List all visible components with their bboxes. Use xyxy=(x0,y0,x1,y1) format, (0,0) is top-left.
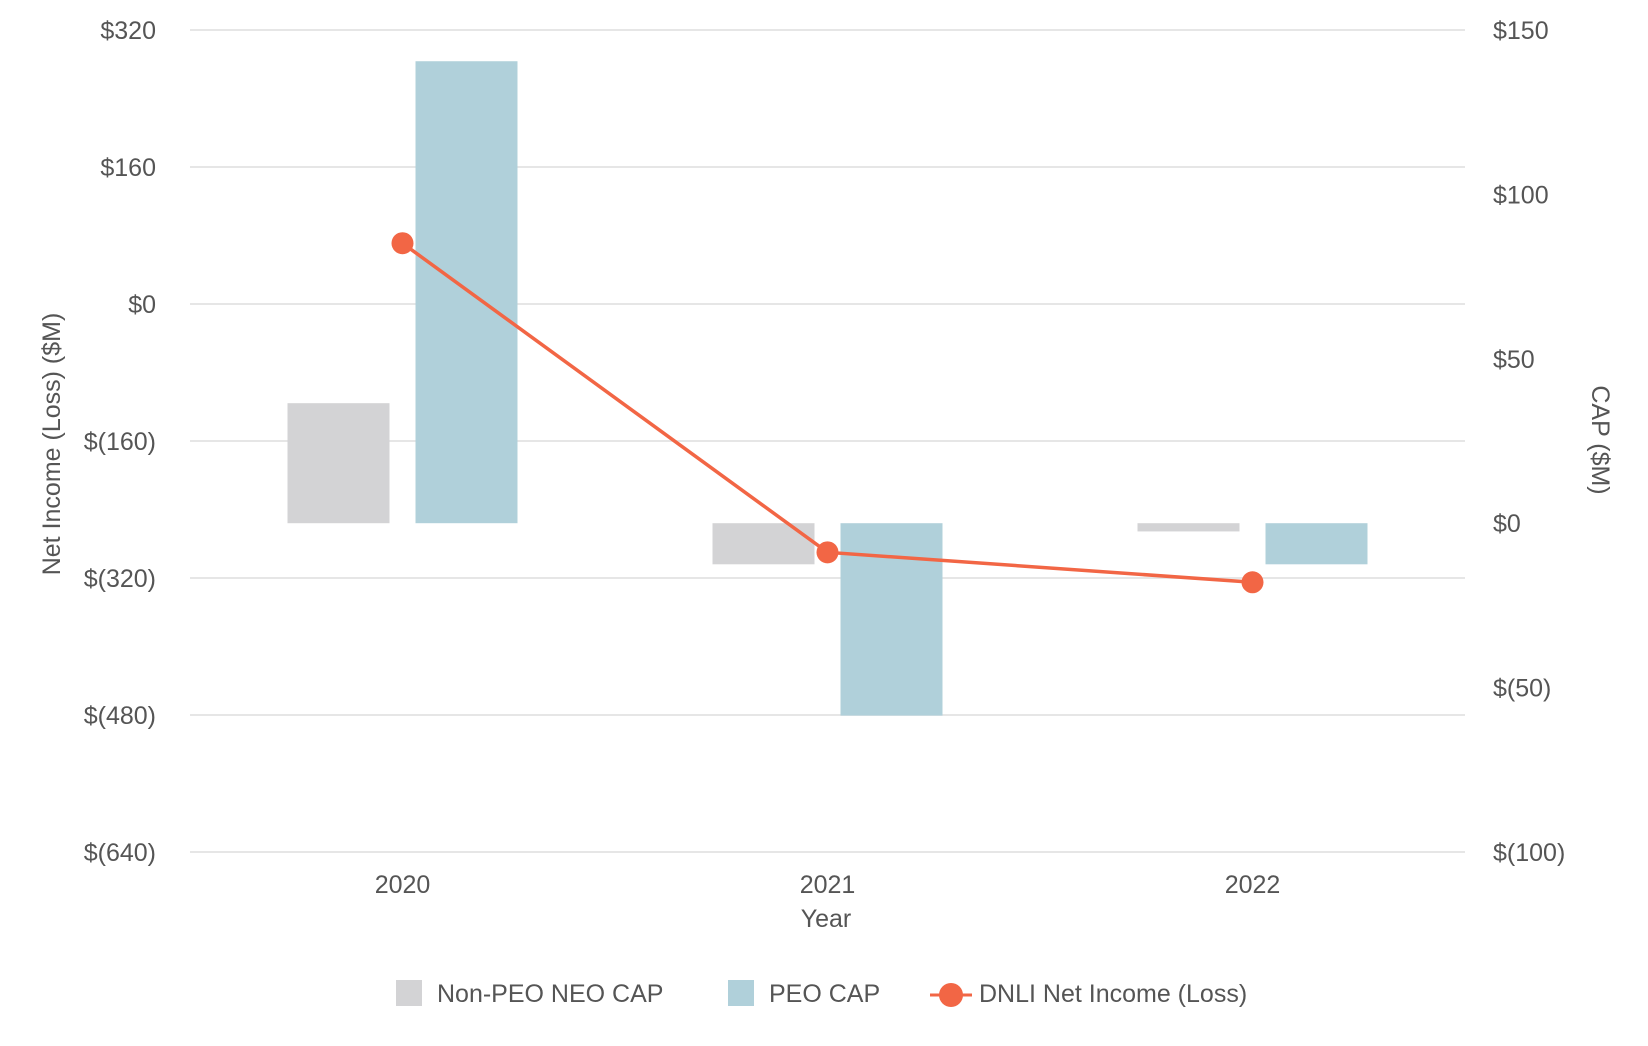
legend-item-peo-cap[interactable]: PEO CAP xyxy=(728,980,880,1008)
y-left-tick-label: $160 xyxy=(100,154,156,182)
x-axis-title: Year xyxy=(801,905,852,933)
x-tick-label: 2022 xyxy=(1225,871,1281,899)
y-axis-right-title: CAP ($M) xyxy=(1586,385,1614,494)
legend-item-dnli-net-income[interactable]: DNLI Net Income (Loss) xyxy=(930,980,1247,1008)
legend: Non-PEO NEO CAP PEO CAP DNLI Net Income … xyxy=(396,980,1247,1008)
y-left-tick-label: $(640) xyxy=(84,839,156,867)
x-axis-ticks: 2020 2021 2022 xyxy=(375,871,1281,899)
y-left-tick-label: $(480) xyxy=(84,702,156,730)
line-dnli-net-income xyxy=(401,241,1253,585)
point-dnli-net-income-2022[interactable] xyxy=(1241,571,1264,594)
y-right-tick-label: $(100) xyxy=(1493,839,1565,867)
y-left-tick-label: $(160) xyxy=(84,428,156,456)
left-axis-ticks: $320 $160 $0 $(160) $(320) $(480) $(640) xyxy=(84,17,156,867)
point-dnli-net-income-2020[interactable] xyxy=(391,232,414,255)
right-axis-ticks: $150 $100 $50 $0 $(50) $(100) xyxy=(1493,17,1565,867)
legend-item-non-peo-neo-cap[interactable]: Non-PEO NEO CAP xyxy=(396,980,663,1008)
legend-label-peo-cap: PEO CAP xyxy=(769,980,880,1008)
x-tick-label: 2020 xyxy=(375,871,431,899)
y-left-tick-label: $320 xyxy=(100,17,156,45)
bar-layer xyxy=(287,61,1368,716)
y-right-tick-label: $100 xyxy=(1493,181,1549,209)
bar-peo-cap-2021[interactable] xyxy=(840,523,943,716)
line-layer xyxy=(391,232,1264,594)
bar-peo-cap-2022[interactable] xyxy=(1265,523,1368,565)
legend-swatch-peo-cap xyxy=(728,980,754,1006)
point-dnli-net-income-2021[interactable] xyxy=(816,541,839,564)
legend-label-dnli-net-income: DNLI Net Income (Loss) xyxy=(979,980,1247,1008)
y-left-tick-label: $(320) xyxy=(84,565,156,593)
bar-non-peo-neo-cap-2021[interactable] xyxy=(712,523,815,565)
y-left-tick-label: $0 xyxy=(128,291,156,319)
y-right-tick-label: $50 xyxy=(1493,346,1535,374)
grid-layer xyxy=(190,29,1465,853)
legend-label-non-peo-neo-cap: Non-PEO NEO CAP xyxy=(437,980,663,1008)
legend-swatch-non-peo-neo-cap xyxy=(396,980,422,1006)
y-right-tick-label: $(50) xyxy=(1493,675,1551,703)
bar-non-peo-neo-cap-2022[interactable] xyxy=(1137,523,1240,532)
y-right-tick-label: $150 xyxy=(1493,17,1549,45)
y-right-tick-label: $0 xyxy=(1493,510,1521,538)
legend-marker-dnli-net-income xyxy=(939,983,963,1007)
x-tick-label: 2021 xyxy=(800,871,856,899)
y-axis-left-title: Net Income (Loss) ($M) xyxy=(38,313,66,576)
bar-non-peo-neo-cap-2020[interactable] xyxy=(287,403,390,524)
bar-peo-cap-2020[interactable] xyxy=(415,61,518,524)
